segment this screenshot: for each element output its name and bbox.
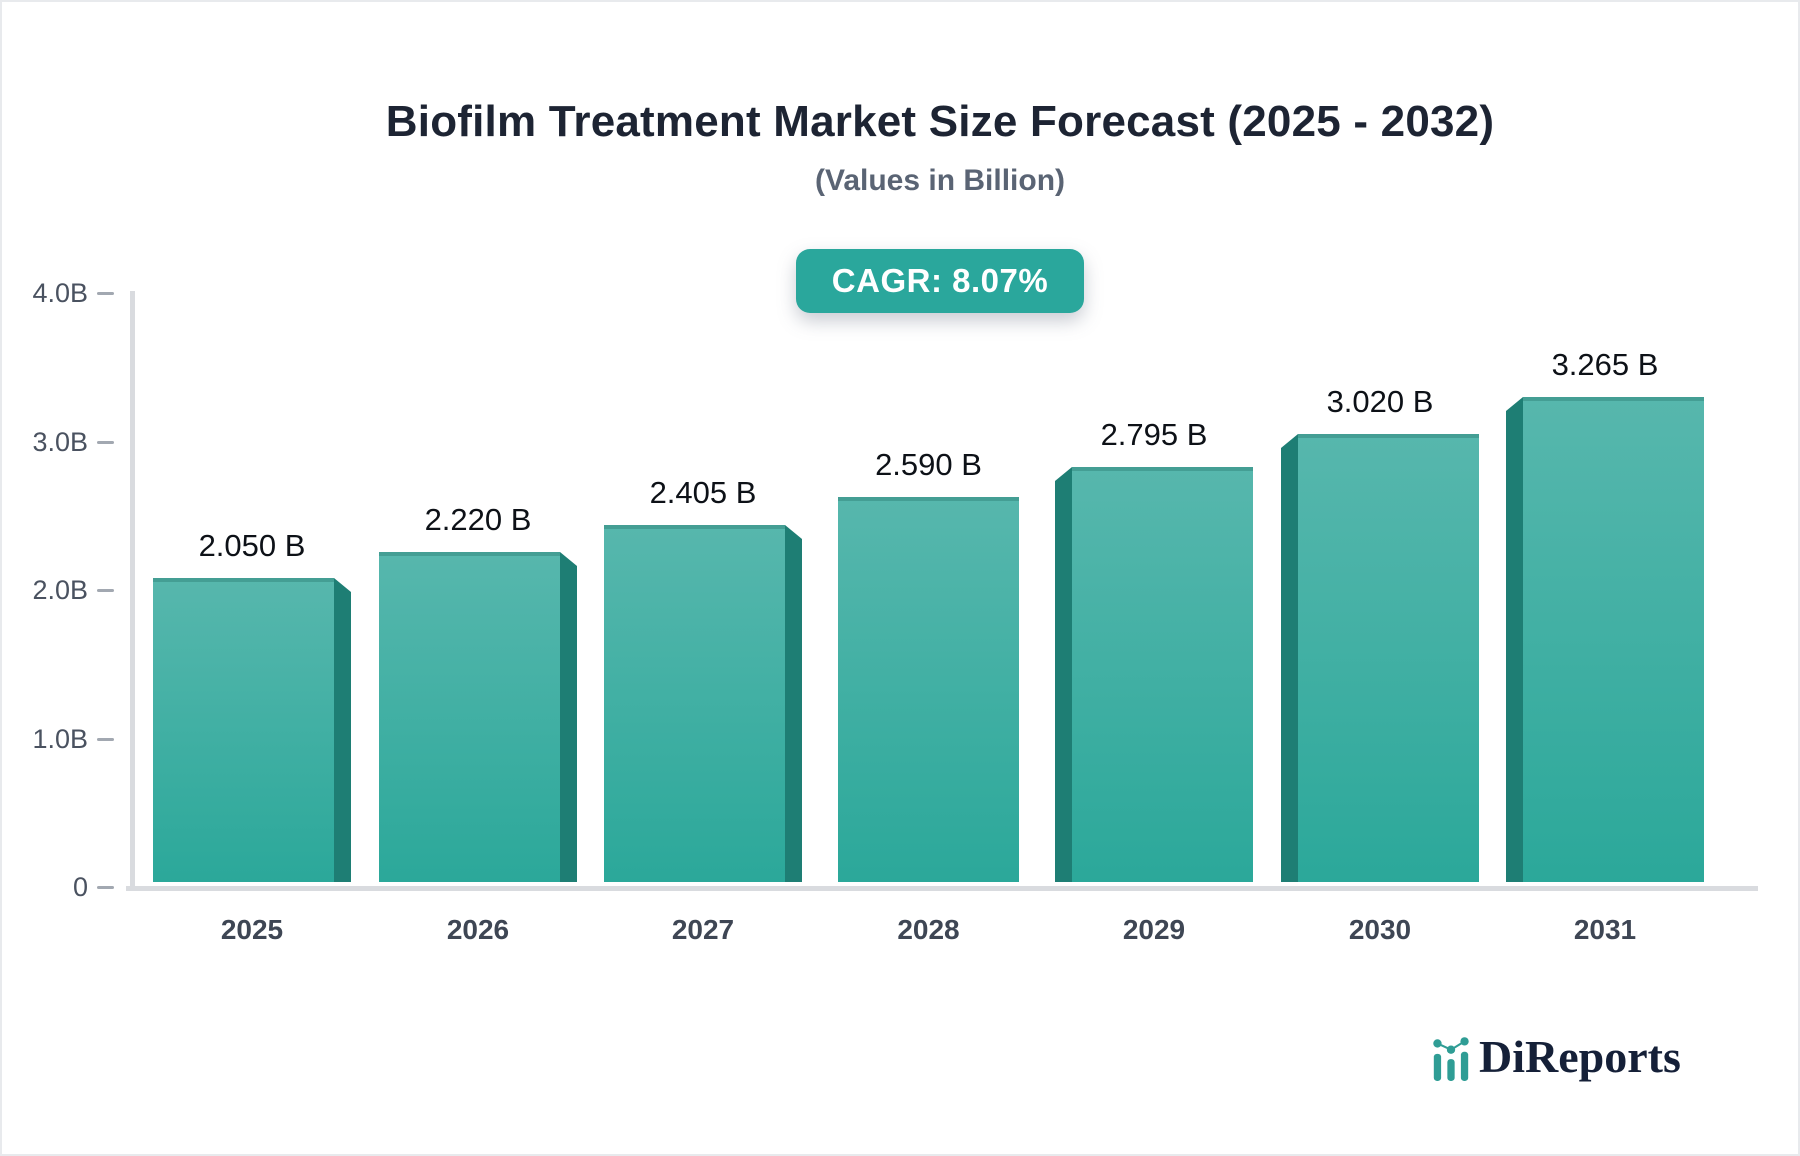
bar-value-label-2031: 3.265 B [1551, 347, 1659, 382]
bar-face-2030 [1298, 434, 1479, 882]
bar-face-2026 [379, 552, 560, 882]
bar-side-2025 [334, 578, 351, 882]
chart-title: Biofilm Treatment Market Size Forecast (… [385, 97, 1495, 146]
bar-2027: 2.405 B [604, 475, 802, 882]
x-label-2028: 2028 [897, 914, 960, 945]
cagr-badge: CAGR: 8.07% [795, 248, 1085, 313]
bar-side-2027 [785, 525, 802, 882]
bar-side-2030 [1281, 434, 1298, 882]
y-tick-0 [97, 886, 114, 889]
y-tick-label-1.0B: 1.0B [32, 723, 88, 754]
bar-value-label-2027: 2.405 B [649, 475, 757, 510]
bar-face-2031 [1523, 397, 1704, 882]
x-label-2030: 2030 [1348, 914, 1412, 945]
bar-value-label-2025: 2.050 B [198, 528, 306, 563]
bar-face-2025 [153, 578, 334, 882]
y-tick-label-0: 0 [72, 872, 88, 902]
y-tick-1.0B [97, 737, 114, 741]
bar-side-2031 [1506, 397, 1523, 882]
bar-2028: 2.590 B [838, 447, 1019, 882]
y-tick-label-3.0B: 3.0B [32, 426, 88, 457]
chart-header: Biofilm Treatment Market Size Forecast (… [2, 96, 1798, 313]
bar-value-label-2030: 3.020 B [1326, 384, 1434, 419]
x-axis-line [126, 886, 1758, 891]
x-label-2025: 2025 [220, 914, 284, 945]
y-tick-2.0B [97, 589, 114, 592]
bar-2029: 2.795 B [1055, 417, 1253, 882]
bar-value-label-2029: 2.795 B [1100, 417, 1208, 452]
x-label-2029: 2029 [1122, 914, 1186, 945]
chart-subtitle: (Values in Billion) [814, 163, 1066, 197]
bar-side-2026 [560, 552, 577, 882]
x-label-2027: 2027 [671, 914, 735, 945]
y-axis-line [130, 291, 135, 890]
bar-2031: 3.265 B [1506, 347, 1704, 882]
bar-face-2028 [838, 497, 1019, 882]
bar-value-label-2026: 2.220 B [424, 502, 532, 537]
brand-logo-text: DiReports [1479, 1031, 1681, 1082]
y-tick-4.0B [97, 292, 114, 295]
bar-2025: 2.050 B [153, 528, 351, 882]
x-label-2026: 2026 [446, 914, 510, 945]
bar-face-2029 [1072, 467, 1253, 882]
bar-face-2027 [604, 525, 785, 882]
brand-logo: DiReports [1430, 1032, 1681, 1082]
bar-2030: 3.020 B [1281, 384, 1479, 882]
y-tick-label-2.0B: 2.0B [32, 575, 88, 605]
bar-side-2029 [1055, 467, 1072, 882]
bar-2026: 2.220 B [379, 502, 577, 882]
brand-logo-icon [1433, 1037, 1469, 1081]
y-tick-3.0B [97, 440, 114, 444]
y-tick-label-4.0B: 4.0B [32, 278, 88, 308]
bar-value-label-2028: 2.590 B [875, 447, 982, 482]
x-label-2031: 2031 [1573, 914, 1637, 945]
